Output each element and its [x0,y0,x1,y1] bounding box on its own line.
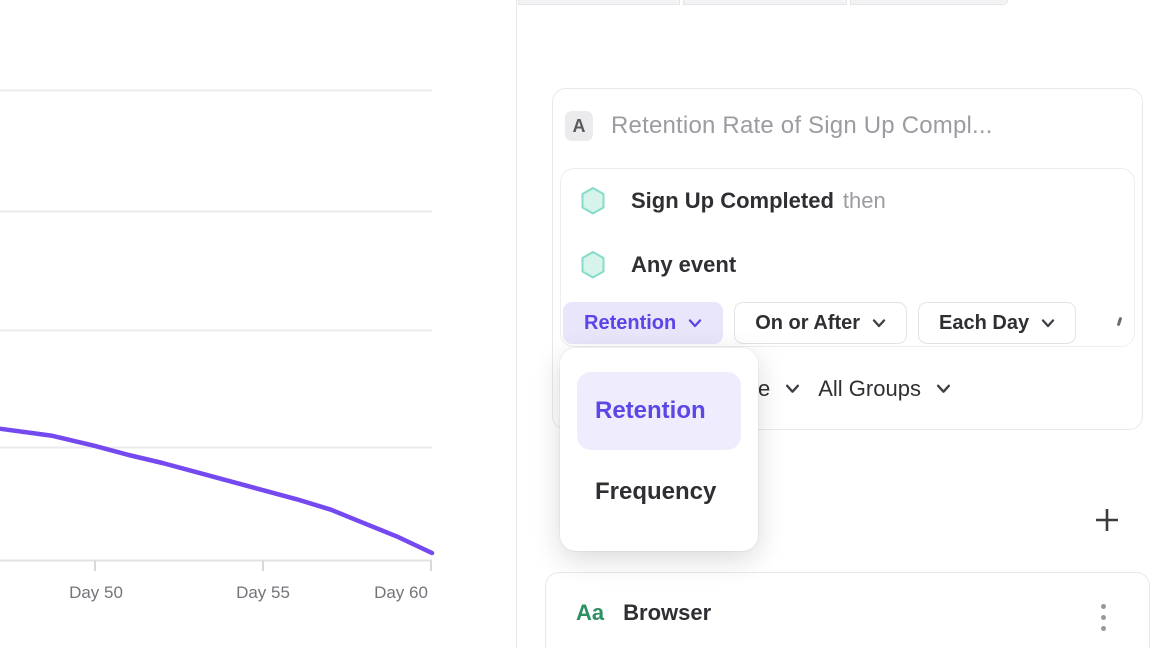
string-property-icon: Aa [576,600,605,625]
measure-dropdown-menu: Retention Frequency [560,348,758,551]
clipped-dropdown-fragment[interactable]: e [758,376,771,401]
kebab-menu-icon[interactable] [1091,599,1115,635]
measure-dropdown-button[interactable]: Retention [563,302,724,344]
retention-chart: Day 50 Day 55 Day 60 [0,89,435,602]
interval-dropdown-button[interactable]: Each Day [918,302,1077,344]
measure-dropdown-label: Retention [584,311,677,334]
property-card[interactable]: Aa Browser [545,572,1150,648]
query-title-input[interactable]: Retention Rate of Sign Up Compl... [611,112,993,139]
x-tick-label-day60: Day 60 [374,583,428,602]
chart-gridlines [0,89,432,449]
x-tick-label-day50: Day 50 [69,583,123,602]
add-button[interactable] [1091,504,1123,536]
event-suffix: then [842,188,886,213]
top-tab-segment-1[interactable] [518,0,680,5]
retention-line [0,426,435,556]
event-row-2[interactable]: Any event [579,250,736,280]
event-name: Any event [631,252,737,277]
query-card-header: A Retention Rate of Sign Up Compl... [565,111,993,141]
timing-dropdown-label: On or After [755,311,861,334]
event-name: Sign Up Completed then [631,188,886,213]
x-axis-ticks [94,561,432,571]
event-hexagon-icon [581,251,605,279]
x-tick-label-day55: Day 55 [236,583,290,602]
top-tab-segment-2[interactable] [683,0,847,5]
clipped-icon-fragment [1116,316,1123,327]
top-tab-segment-3[interactable] [850,0,1008,5]
groups-dropdown[interactable]: All Groups [818,376,921,401]
interval-dropdown-label: Each Day [939,311,1030,334]
event-card: Sign Up Completed then Any event Retentio… [560,168,1135,347]
chevron-down-icon [872,318,886,327]
controls-row: Retention On or After Each Day [563,302,1123,344]
series-badge: A [565,111,593,141]
menu-item-retention[interactable]: Retention [577,372,741,450]
secondary-controls-row: e All Groups [758,376,951,402]
plus-icon [1096,509,1118,531]
chevron-down-icon [936,384,951,393]
property-name: Browser [623,600,712,625]
pane-divider [516,0,517,648]
chevron-down-icon [786,384,800,393]
event-hexagon-icon [581,187,605,215]
chevron-down-icon [1041,318,1055,327]
chart-pane: Day 50 Day 55 Day 60 [0,0,517,648]
timing-dropdown-button[interactable]: On or After [734,302,908,344]
chevron-down-icon [689,318,702,327]
event-row-1[interactable]: Sign Up Completed then [579,186,886,216]
property-row: Aa Browser [576,600,711,626]
menu-item-frequency[interactable]: Frequency [595,478,717,505]
